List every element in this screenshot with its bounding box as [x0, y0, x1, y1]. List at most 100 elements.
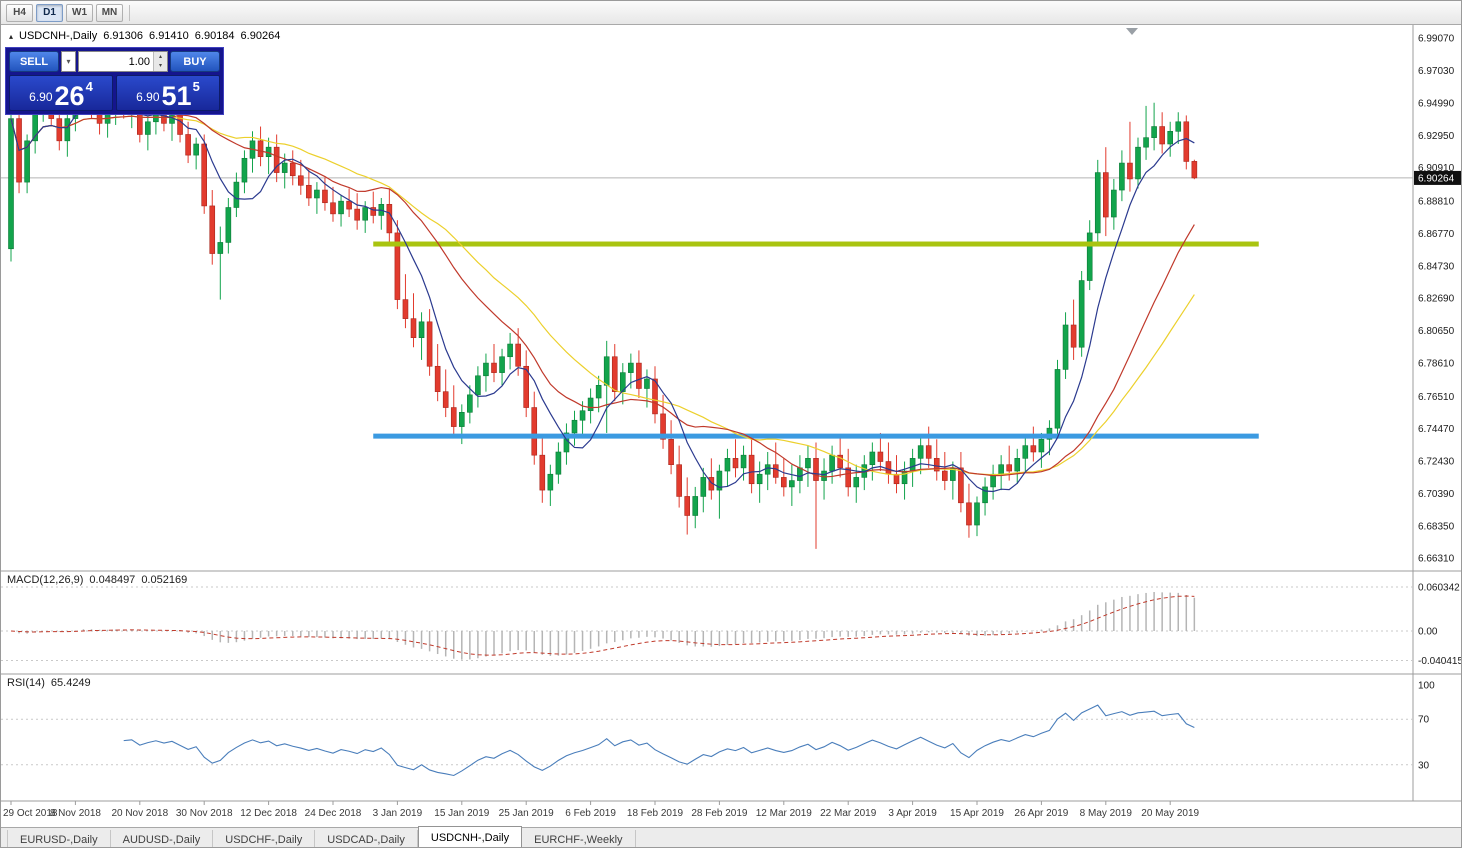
- volume-increase-button[interactable]: ▴: [154, 52, 167, 62]
- svg-text:6.82690: 6.82690: [1418, 294, 1455, 305]
- svg-text:6.92950: 6.92950: [1418, 131, 1455, 142]
- svg-text:6.70390: 6.70390: [1418, 489, 1455, 500]
- timeframe-toolbar: H4 D1 W1 MN: [1, 1, 1461, 25]
- rsi-value: 65.4249: [50, 677, 91, 689]
- macd-name: MACD(12,26,9): [7, 574, 84, 586]
- svg-text:15 Apr 2019: 15 Apr 2019: [950, 808, 1004, 819]
- rsi-indicator: [1, 704, 1413, 777]
- svg-text:3 Jan 2019: 3 Jan 2019: [373, 808, 423, 819]
- timeframe-button-mn[interactable]: MN: [96, 3, 123, 22]
- svg-text:6.74470: 6.74470: [1418, 424, 1455, 435]
- chart-tab-eurchf-weekly[interactable]: EURCHF-,Weekly: [522, 830, 636, 847]
- bid-price-big: 26: [54, 80, 85, 111]
- svg-text:30: 30: [1418, 760, 1430, 771]
- svg-text:24 Dec 2018: 24 Dec 2018: [305, 808, 362, 819]
- macd-indicator-label: MACD(12,26,9) 0.048497 0.052169: [7, 574, 187, 586]
- svg-text:6 Feb 2019: 6 Feb 2019: [565, 808, 616, 819]
- ohlc-high: 6.91410: [149, 30, 189, 42]
- bottom-tabbar: EURUSD-,Daily AUDUSD-,Daily USDCHF-,Daily U…: [1, 826, 1461, 847]
- chart-symbol-label: USDCNH-,Daily: [19, 30, 98, 42]
- svg-text:6.90910: 6.90910: [1418, 163, 1455, 174]
- macd-value-main: 0.048497: [89, 574, 136, 586]
- svg-text:6.99070: 6.99070: [1418, 34, 1455, 45]
- price-axis[interactable]: 6.99070 6.97030 6.94990 6.92950 6.90910 6.888…: [1414, 34, 1462, 772]
- svg-text:-0.040415: -0.040415: [1418, 656, 1462, 667]
- svg-text:8 Nov 2018: 8 Nov 2018: [50, 808, 102, 819]
- macd-value-signal: 0.052169: [141, 574, 188, 586]
- chart-tab-usdchf-daily[interactable]: USDCHF-,Daily: [213, 830, 316, 847]
- chart-tab-usdcnh-daily[interactable]: USDCNH-,Daily: [417, 826, 523, 847]
- svg-text:26 Apr 2019: 26 Apr 2019: [1014, 808, 1068, 819]
- svg-text:8 May 2019: 8 May 2019: [1080, 808, 1133, 819]
- ask-price-display[interactable]: 6.90 51 5: [116, 75, 220, 111]
- chart-tab-audusd-daily[interactable]: AUDUSD-,Daily: [111, 830, 214, 847]
- svg-text:6.80650: 6.80650: [1418, 326, 1455, 337]
- svg-text:6.84730: 6.84730: [1418, 261, 1455, 272]
- svg-text:6.86770: 6.86770: [1418, 229, 1455, 240]
- chart-tab-eurusd-daily[interactable]: EURUSD-,Daily: [7, 830, 111, 847]
- svg-text:0.00: 0.00: [1418, 627, 1438, 638]
- svg-text:20 May 2019: 20 May 2019: [1141, 808, 1199, 819]
- trade-controls-row: SELL ▾ ▴ ▾ BUY: [9, 51, 220, 72]
- ohlc-low: 6.90184: [194, 30, 235, 42]
- timeframe-button-d1[interactable]: D1: [36, 3, 63, 22]
- volume-dropdown-button[interactable]: ▾: [61, 51, 76, 72]
- bid-price-prefix: 6.90: [29, 90, 53, 104]
- svg-text:22 Mar 2019: 22 Mar 2019: [820, 808, 877, 819]
- svg-text:6.66310: 6.66310: [1418, 554, 1455, 565]
- svg-text:6.88810: 6.88810: [1418, 197, 1455, 208]
- buy-button[interactable]: BUY: [170, 51, 220, 72]
- trade-prices-row: 6.90 26 4 6.90 51 5: [9, 75, 220, 111]
- svg-text:15 Jan 2019: 15 Jan 2019: [434, 808, 489, 819]
- svg-text:29 Oct 2018: 29 Oct 2018: [3, 808, 58, 819]
- svg-text:6.76510: 6.76510: [1418, 392, 1455, 403]
- candlestick-series: [8, 63, 1198, 549]
- chart-tab-usdcad-daily[interactable]: USDCAD-,Daily: [315, 830, 418, 847]
- chart-symbol-icon: ▴: [9, 31, 14, 41]
- svg-text:6.90264: 6.90264: [1418, 173, 1455, 184]
- ask-price-prefix: 6.90: [136, 90, 160, 104]
- svg-text:20 Nov 2018: 20 Nov 2018: [111, 808, 168, 819]
- toolbar-separator: [129, 4, 130, 21]
- svg-text:12 Mar 2019: 12 Mar 2019: [756, 808, 813, 819]
- svg-text:6.72430: 6.72430: [1418, 457, 1455, 468]
- rsi-name: RSI(14): [7, 677, 45, 689]
- svg-text:6.78610: 6.78610: [1418, 358, 1455, 369]
- svg-text:70: 70: [1418, 715, 1430, 726]
- sell-button[interactable]: SELL: [9, 51, 59, 72]
- svg-text:0.060342: 0.060342: [1418, 583, 1460, 594]
- horizontal-line-objects[interactable]: [373, 241, 1259, 439]
- panel-separators: [1, 25, 1461, 802]
- timeframe-button-h4[interactable]: H4: [6, 3, 33, 22]
- svg-text:28 Feb 2019: 28 Feb 2019: [691, 808, 748, 819]
- svg-text:6.94990: 6.94990: [1418, 98, 1455, 109]
- volume-spinner: ▴ ▾: [153, 52, 167, 71]
- ohlc-close: 6.90264: [240, 30, 281, 42]
- volume-input[interactable]: [79, 52, 153, 71]
- moving-average-lines: [10, 105, 1195, 493]
- svg-text:100: 100: [1418, 681, 1435, 692]
- svg-text:3 Apr 2019: 3 Apr 2019: [888, 808, 937, 819]
- chart-header: ▴ USDCNH-,Daily 6.91306 6.91410 6.90184 …: [9, 30, 280, 42]
- chart-shift-marker: [1126, 28, 1138, 35]
- ask-price-big: 51: [161, 80, 192, 111]
- bid-price-display[interactable]: 6.90 26 4: [9, 75, 113, 111]
- svg-text:6.97030: 6.97030: [1418, 66, 1455, 77]
- volume-field: ▴ ▾: [78, 51, 168, 72]
- timeframe-button-w1[interactable]: W1: [66, 3, 93, 22]
- ask-price-sup: 5: [192, 79, 200, 94]
- svg-text:18 Feb 2019: 18 Feb 2019: [627, 808, 684, 819]
- rsi-indicator-label: RSI(14) 65.4249: [7, 677, 91, 689]
- svg-text:12 Dec 2018: 12 Dec 2018: [240, 808, 297, 819]
- bid-price-sup: 4: [85, 79, 93, 94]
- volume-decrease-button[interactable]: ▾: [154, 61, 167, 71]
- svg-text:30 Nov 2018: 30 Nov 2018: [176, 808, 233, 819]
- ohlc-open: 6.91306: [103, 30, 144, 42]
- macd-indicator: [1, 586, 1413, 661]
- svg-text:6.68350: 6.68350: [1418, 521, 1455, 532]
